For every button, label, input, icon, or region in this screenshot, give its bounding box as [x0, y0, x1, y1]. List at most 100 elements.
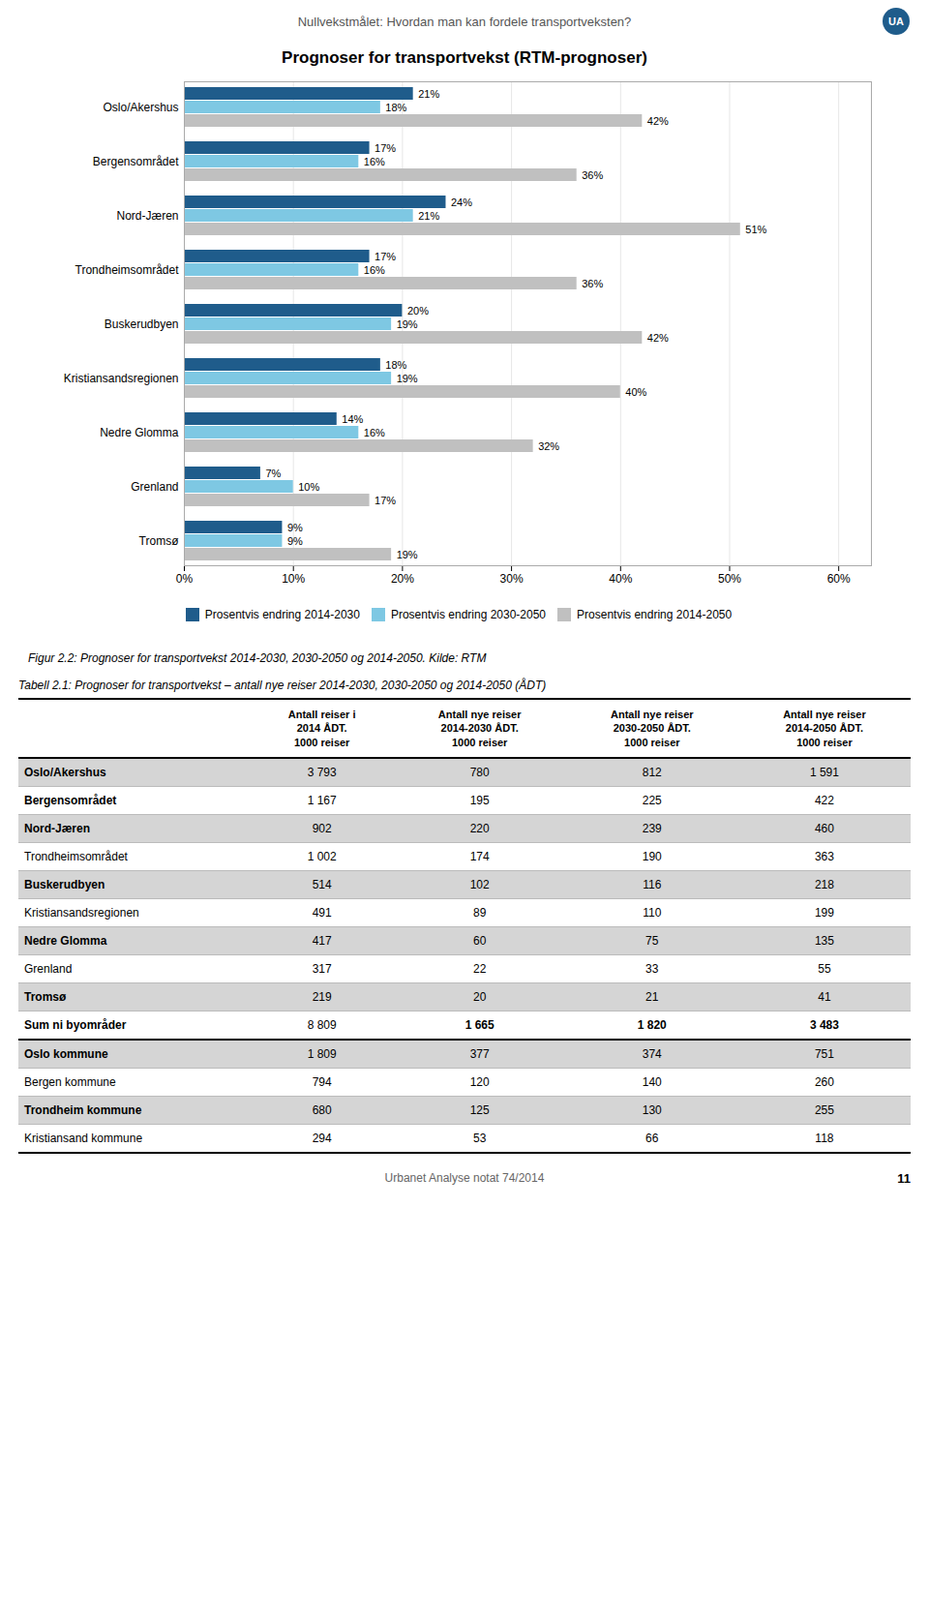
svg-text:10%: 10%	[281, 571, 305, 586]
html-text:Buskerudbyen: Buskerudbyen	[24, 877, 105, 892]
html-text:Nord-Jæren: Nord-Jæren	[24, 821, 90, 836]
html-text:190: 190	[642, 849, 662, 864]
svg-text:Oslo/Akershus: Oslo/Akershus	[102, 100, 179, 115]
html-text:110: 110	[642, 905, 662, 920]
svg-text:9%: 9%	[287, 535, 303, 547]
html-text:239: 239	[642, 821, 662, 836]
svg-text:Trondheimsområdet: Trondheimsområdet	[75, 263, 180, 277]
svg-text:Nord-Jæren: Nord-Jæren	[116, 209, 179, 223]
html-text:1 665: 1 665	[465, 1017, 495, 1032]
svg-text:18%: 18%	[385, 101, 407, 114]
svg-text:20%: 20%	[407, 304, 429, 317]
html-text:116: 116	[642, 877, 662, 892]
svg-text:18%: 18%	[385, 359, 407, 371]
svg-text:Kristiansandsregionen: Kristiansandsregionen	[63, 371, 180, 386]
html-text:Prognoser for transportvekst (: Prognoser for transportvekst (RTM-progno…	[281, 48, 648, 67]
svg-text:Buskerudbyen: Buskerudbyen	[104, 317, 180, 331]
svg-text:Tromsø: Tromsø	[139, 534, 180, 548]
html-text:1 002: 1 002	[307, 849, 337, 864]
svg-text:40%: 40%	[625, 386, 647, 398]
svg-text:42%: 42%	[647, 331, 669, 344]
svg-text:36%: 36%	[581, 277, 603, 290]
html-text:514: 514	[312, 877, 332, 892]
html-text:3 483: 3 483	[809, 1017, 839, 1032]
svg-text:60%: 60%	[827, 571, 851, 586]
html-text:Antall nye reiser 2030-2050 ÅD: Antall nye reiser 2030-2050 ÅDT. 1000 re…	[610, 708, 694, 748]
html-text:218: 218	[814, 877, 835, 892]
svg-text:19%: 19%	[396, 318, 419, 330]
html-text:8 809: 8 809	[307, 1017, 337, 1032]
svg-text:0%: 0%	[176, 571, 194, 586]
html-text:Bergensområdet: Bergensområdet	[24, 793, 117, 807]
html-text:902: 902	[312, 821, 332, 836]
html-text:1 820: 1 820	[637, 1017, 667, 1032]
html-text:Sum ni byområder: Sum ni byområder	[24, 1017, 127, 1032]
html-text:491: 491	[312, 905, 332, 920]
html-text:Prosentvis endring 2014-2050: Prosentvis endring 2014-2050	[576, 607, 732, 621]
svg-text:16%: 16%	[363, 264, 386, 276]
html-text:Tabell 2.1: Prognoser for tran: Tabell 2.1: Prognoser for transportvekst…	[18, 678, 546, 692]
svg-text:7%: 7%	[265, 467, 281, 480]
html-text:Nedre Glomma: Nedre Glomma	[24, 933, 107, 948]
html-text:1 167: 1 167	[307, 793, 337, 807]
html-text:374: 374	[642, 1046, 662, 1061]
html-text:220: 220	[469, 821, 490, 836]
html-text:Oslo/Akershus: Oslo/Akershus	[24, 765, 107, 779]
html-text:751: 751	[814, 1046, 835, 1061]
svg-text:9%: 9%	[287, 521, 303, 534]
svg-text:24%: 24%	[450, 196, 473, 209]
html-text:219: 219	[312, 989, 332, 1004]
html-text:1 809: 1 809	[307, 1046, 337, 1061]
svg-text:21%: 21%	[418, 88, 440, 100]
svg-text:16%: 16%	[363, 155, 386, 168]
html-text:Nullvekstmålet: Hvordan man ka: Nullvekstmålet: Hvordan man kan fordele …	[297, 14, 632, 29]
svg-text:50%: 50%	[718, 571, 742, 586]
html-text:Antall reiser i 2014 ÅDT. 1000: Antall reiser i 2014 ÅDT. 1000 reiser	[288, 708, 356, 748]
svg-text:10%: 10%	[298, 480, 320, 493]
svg-text:Bergensområdet: Bergensområdet	[92, 154, 180, 169]
html-text:Oslo kommune: Oslo kommune	[24, 1046, 109, 1061]
html-text:Tromsø: Tromsø	[24, 989, 67, 1004]
html-text:Prosentvis endring 2014-2030: Prosentvis endring 2014-2030	[204, 607, 360, 621]
html-text:3 793: 3 793	[307, 765, 337, 779]
html-text:195: 195	[469, 793, 490, 807]
html-text:199: 199	[814, 905, 835, 920]
svg-text:40%: 40%	[608, 571, 632, 586]
svg-text:14%: 14%	[341, 413, 363, 425]
html-text:Figur 2.2: Prognoser for trans: Figur 2.2: Prognoser for transportvekst …	[28, 651, 487, 665]
html-text:174: 174	[469, 849, 490, 864]
svg-text:19%: 19%	[396, 372, 419, 385]
html-text:363: 363	[814, 849, 835, 864]
svg-text:30%: 30%	[500, 571, 524, 586]
svg-text:17%: 17%	[374, 250, 396, 263]
html-text:Urbanet Analyse notat 74/2014: Urbanet Analyse notat 74/2014	[384, 1170, 545, 1185]
html-text:780: 780	[469, 765, 490, 779]
svg-text:16%: 16%	[363, 426, 386, 439]
html-text:812: 812	[642, 765, 662, 779]
html-text:Antall nye reiser 2014-2050 ÅD: Antall nye reiser 2014-2050 ÅDT. 1000 re…	[782, 708, 866, 748]
svg-text:Nedre Glomma: Nedre Glomma	[99, 425, 180, 440]
svg-text:17%: 17%	[374, 494, 396, 507]
html-text:Antall nye reiser 2014-2030 ÅD: Antall nye reiser 2014-2030 ÅDT. 1000 re…	[438, 708, 522, 748]
html-text:460: 460	[814, 821, 835, 836]
html-text:417: 417	[312, 933, 332, 948]
svg-text:Grenland: Grenland	[130, 479, 179, 494]
svg-text:51%: 51%	[745, 223, 767, 236]
svg-text:32%: 32%	[538, 440, 560, 452]
html-text:Kristiansandsregionen: Kristiansandsregionen	[24, 905, 140, 920]
svg-text:17%: 17%	[374, 142, 396, 154]
html-text:317: 317	[312, 961, 332, 976]
svg-text:20%: 20%	[390, 571, 415, 586]
html-text:135: 135	[814, 933, 835, 948]
svg-text:19%: 19%	[396, 548, 419, 561]
svg-text:42%: 42%	[647, 115, 669, 127]
svg-text:36%: 36%	[581, 169, 603, 181]
html-text:Trondheimsområdet: Trondheimsområdet	[24, 849, 128, 864]
html-text:225: 225	[642, 793, 662, 807]
html-text:102: 102	[469, 877, 490, 892]
html-text:377: 377	[469, 1046, 490, 1061]
html-text:Grenland: Grenland	[24, 961, 72, 976]
svg-text:21%: 21%	[418, 209, 440, 222]
html-text:Prosentvis endring 2030-2050: Prosentvis endring 2030-2050	[390, 607, 546, 621]
html-text:1 591: 1 591	[809, 765, 839, 779]
